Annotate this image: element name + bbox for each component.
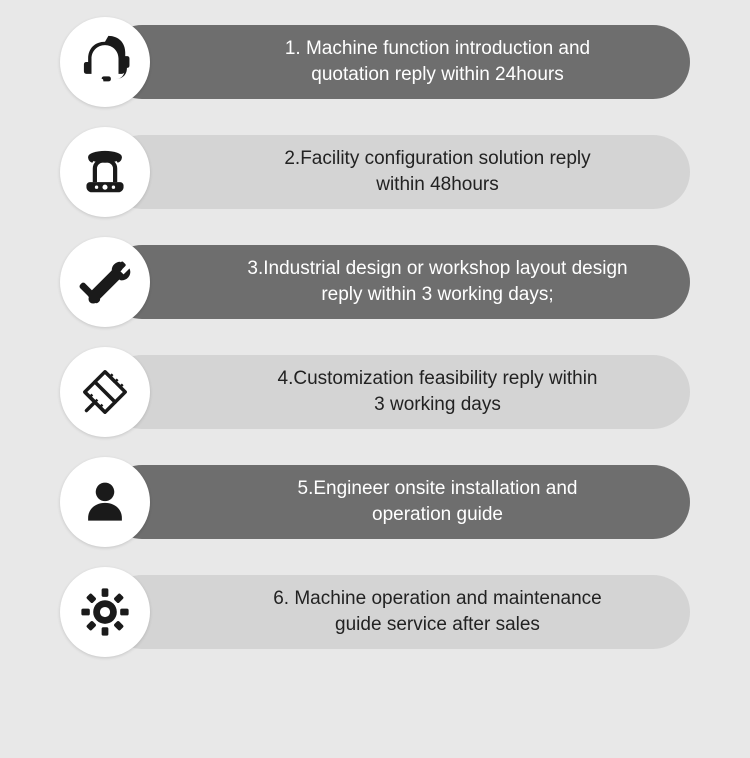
service-item-5: 5.Engineer onsite installation and opera… bbox=[60, 460, 690, 544]
service-list: 1. Machine function introduction and quo… bbox=[0, 20, 750, 654]
tools-icon bbox=[60, 237, 150, 327]
headset-icon bbox=[60, 17, 150, 107]
service-line1: 3.Industrial design or workshop layout d… bbox=[247, 258, 627, 279]
gear-icon bbox=[60, 567, 150, 657]
service-line1: 6. Machine operation and maintenance bbox=[273, 588, 602, 609]
service-item-1: 1. Machine function introduction and quo… bbox=[60, 20, 690, 104]
service-line1: 5.Engineer onsite installation and bbox=[298, 478, 578, 499]
person-icon bbox=[60, 457, 150, 547]
service-text: 2.Facility configuration solution reply … bbox=[215, 146, 660, 197]
service-line2: reply within 3 working days; bbox=[321, 284, 553, 305]
service-line2: operation guide bbox=[372, 504, 503, 525]
service-line2: within 48hours bbox=[376, 174, 499, 195]
service-bar: 2.Facility configuration solution reply … bbox=[105, 135, 690, 209]
service-bar: 6. Machine operation and maintenance gui… bbox=[105, 575, 690, 649]
phone-icon bbox=[60, 127, 150, 217]
service-item-2: 2.Facility configuration solution reply … bbox=[60, 130, 690, 214]
service-bar: 4.Customization feasibility reply within… bbox=[105, 355, 690, 429]
service-text: 1. Machine function introduction and quo… bbox=[215, 36, 660, 87]
service-bar: 3.Industrial design or workshop layout d… bbox=[105, 245, 690, 319]
service-item-6: 6. Machine operation and maintenance gui… bbox=[60, 570, 690, 654]
service-bar: 5.Engineer onsite installation and opera… bbox=[105, 465, 690, 539]
service-text: 5.Engineer onsite installation and opera… bbox=[215, 476, 660, 527]
service-item-4: 4.Customization feasibility reply within… bbox=[60, 350, 690, 434]
service-line2: 3 working days bbox=[374, 394, 501, 415]
service-bar: 1. Machine function introduction and quo… bbox=[105, 25, 690, 99]
service-item-3: 3.Industrial design or workshop layout d… bbox=[60, 240, 690, 324]
pencil-ruler-icon bbox=[60, 347, 150, 437]
service-line1: 4.Customization feasibility reply within bbox=[278, 368, 598, 389]
service-text: 3.Industrial design or workshop layout d… bbox=[215, 256, 660, 307]
service-line2: guide service after sales bbox=[335, 614, 540, 635]
service-line1: 1. Machine function introduction and bbox=[285, 38, 590, 59]
service-line1: 2.Facility configuration solution reply bbox=[284, 148, 590, 169]
service-text: 4.Customization feasibility reply within… bbox=[215, 366, 660, 417]
service-text: 6. Machine operation and maintenance gui… bbox=[215, 586, 660, 637]
service-line2: quotation reply within 24hours bbox=[311, 64, 563, 85]
